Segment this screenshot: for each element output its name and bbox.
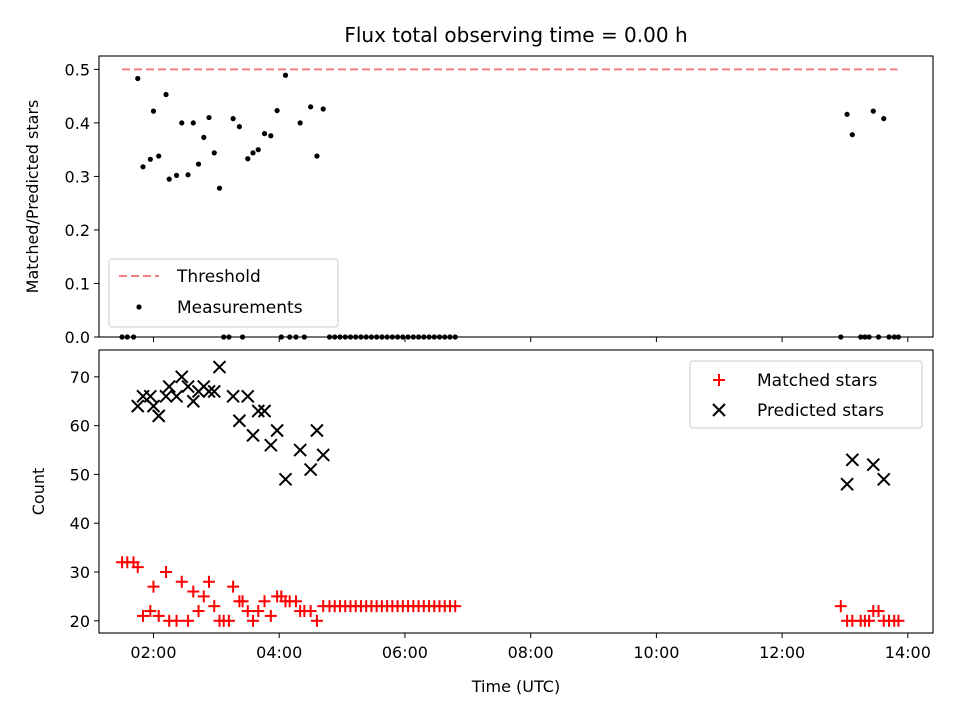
bottom-x-tick-label: 02:00 [130,643,176,662]
measurement-point [250,150,255,155]
top-y-tick-label: 0.0 [65,328,90,347]
legend-matched-label: Matched stars [757,371,877,391]
measurement-point [298,120,303,125]
bottom-y-tick-label: 40 [70,514,90,533]
bottom-y-tick-label: 60 [70,417,90,436]
measurement-point [135,76,140,81]
legend-measurements-label: Measurements [177,298,303,318]
measurement-point [850,132,855,137]
bottom-y-axis-label: Count [29,468,48,516]
measurement-point [212,150,217,155]
measurement-point [156,153,161,158]
legend-threshold-label: Threshold [176,267,261,287]
top-y-axis-label: Matched/Predicted stars [23,100,42,294]
measurement-point [881,116,886,121]
measurement-point [321,106,326,111]
top-panel: 0.0 0.1 0.2 0.3 0.4 0.5 Matched/Predicted sta… [23,56,933,347]
measurement-point [237,124,242,129]
bottom-x-tick-label: 12:00 [759,643,805,662]
measurement-point [283,73,288,78]
measurement-point [275,108,280,113]
measurement-point [217,186,222,191]
measurement-point [140,164,145,169]
bottom-x-tick-label: 06:00 [382,643,428,662]
x-axis-label: Time (UTC) [471,677,560,696]
top-y-tick-label: 0.3 [65,167,90,186]
bottom-x-tick-label: 14:00 [885,643,931,662]
chart-figure: Flux total observing time = 0.00 h 0.00.… [0,0,960,720]
measurement-point [308,104,313,109]
measurement-point [262,131,267,136]
top-y-tick-label: 0.2 [65,221,90,240]
measurement-point [268,133,273,138]
measurement-point [871,109,876,114]
bottom-legend: Matched stars Predicted stars [690,361,922,428]
bottom-y-tick-label: 20 [70,612,90,631]
bottom-x-tick-label: 04:00 [256,643,302,662]
measurement-point [256,147,261,152]
measurement-point [196,162,201,167]
measurement-point [231,116,236,121]
chart-title: Flux total observing time = 0.00 h [344,23,687,47]
measurement-point [163,92,168,97]
bottom-x-tick-label: 08:00 [508,643,554,662]
measurement-point [167,177,172,182]
legend-predicted-label: Predicted stars [757,401,884,421]
measurement-point [151,109,156,114]
measurement-point [206,115,211,120]
measurement-point [185,172,190,177]
top-y-tick-label: 0.5 [65,60,90,79]
top-y-tick-label: 0.1 [65,274,90,293]
measurement-point [148,157,153,162]
measurement-point [191,120,196,125]
measurement-point [314,153,319,158]
legend-measurements-swatch [136,304,141,309]
bottom-y-tick-label: 70 [70,368,90,387]
bottom-y-tick-label: 30 [70,563,90,582]
top-legend: Threshold Measurements [109,259,338,327]
measurement-point [245,156,250,161]
bottom-x-tick-label: 10:00 [633,643,679,662]
measurement-point [179,120,184,125]
measurement-point [844,112,849,117]
bottom-y-tick-label: 50 [70,465,90,484]
top-y-tick-label: 0.4 [65,114,90,133]
measurement-point [201,135,206,140]
measurement-point [174,173,179,178]
